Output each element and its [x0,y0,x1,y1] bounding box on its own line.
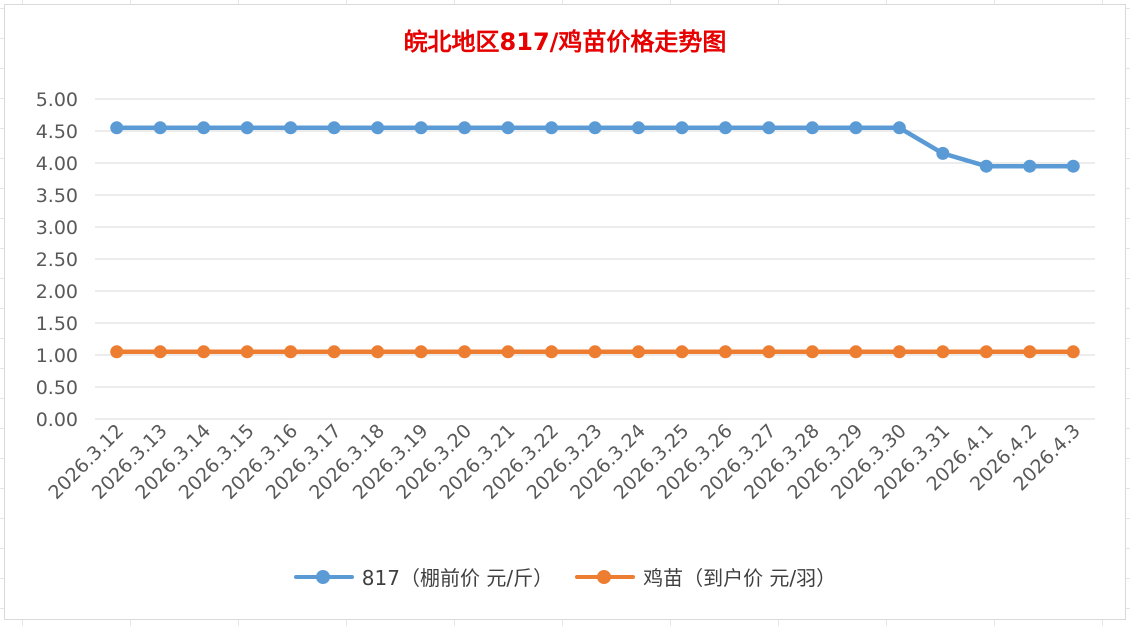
data-point-s1-6 [371,345,385,359]
data-point-s0-5 [327,121,341,135]
y-tick-label: 5.00 [36,89,78,111]
data-point-s0-19 [936,146,950,160]
y-tick-label: 4.00 [36,153,78,175]
data-point-s0-0 [110,121,124,135]
gridlines [95,98,1095,420]
data-point-s1-8 [458,345,472,359]
data-point-s0-1 [153,121,167,135]
y-tick-label: 0.00 [36,409,78,431]
data-point-s0-21 [1023,159,1037,173]
data-point-s0-4 [284,121,298,135]
data-point-s0-11 [588,121,602,135]
data-point-s1-15 [762,345,776,359]
legend-swatch-chick [575,567,636,587]
chart-area [4,4,1126,620]
data-point-s1-1 [153,345,167,359]
data-point-s1-20 [979,345,993,359]
y-tick-label: 3.50 [36,185,78,207]
data-point-s1-18 [892,345,906,359]
data-point-s0-10 [545,121,559,135]
y-tick-label: 1.50 [36,313,78,335]
data-point-s1-11 [588,345,602,359]
data-point-s1-12 [631,345,645,359]
data-point-s1-7 [414,345,428,359]
y-tick-label: 3.00 [36,217,78,239]
data-point-s0-16 [805,121,819,135]
data-point-s0-18 [892,121,906,135]
legend-label-817: 817（棚前价 元/斤） [361,566,554,590]
data-point-s1-21 [1023,345,1037,359]
data-point-s0-6 [371,121,385,135]
data-point-s0-7 [414,121,428,135]
series-lines [110,121,1080,359]
y-tick-label: 4.50 [36,121,78,143]
data-point-s1-9 [501,345,515,359]
data-point-s0-3 [240,121,254,135]
data-point-s0-12 [631,121,645,135]
data-point-s0-22 [1066,159,1080,173]
y-axis-ticks: 0.00 0.50 1.00 1.50 2.00 2.50 3.00 3.50 4.00 4.50… [36,89,78,431]
data-point-s1-13 [675,345,689,359]
y-tick-label: 1.00 [36,345,78,367]
chart-title: 皖北地区817/鸡苗价格走势图 [403,28,727,56]
data-point-s0-9 [501,121,515,135]
legend-item-chick: 鸡苗（到户价 元/羽） [575,562,836,591]
x-axis-ticks: 2026.3.122026.3.132026.3.142026.3.152026… [44,420,1084,504]
data-point-s1-19 [936,345,950,359]
y-tick-label: 2.50 [36,249,78,271]
data-point-s1-16 [805,345,819,359]
legend-label-chick: 鸡苗（到户价 元/羽） [643,566,837,590]
data-point-s0-17 [849,121,863,135]
data-point-s1-2 [197,345,211,359]
data-point-s1-17 [849,345,863,359]
legend-item-817: 817（棚前价 元/斤） [293,562,554,591]
data-point-s1-10 [545,345,559,359]
data-point-s1-5 [327,345,341,359]
data-point-s1-22 [1066,345,1080,359]
legend: 817（棚前价 元/斤） 鸡苗（到户价 元/羽） [0,562,1130,591]
data-point-s1-0 [110,345,124,359]
data-point-s0-14 [718,121,732,135]
data-point-s0-13 [675,121,689,135]
y-tick-label: 0.50 [36,377,78,399]
data-point-s0-15 [762,121,776,135]
y-tick-label: 2.00 [36,281,78,303]
data-point-s0-8 [458,121,472,135]
data-point-s1-14 [718,345,732,359]
legend-swatch-817 [293,567,354,587]
data-point-s0-2 [197,121,211,135]
data-point-s1-3 [240,345,254,359]
data-point-s0-20 [979,159,993,173]
data-point-s1-4 [284,345,298,359]
